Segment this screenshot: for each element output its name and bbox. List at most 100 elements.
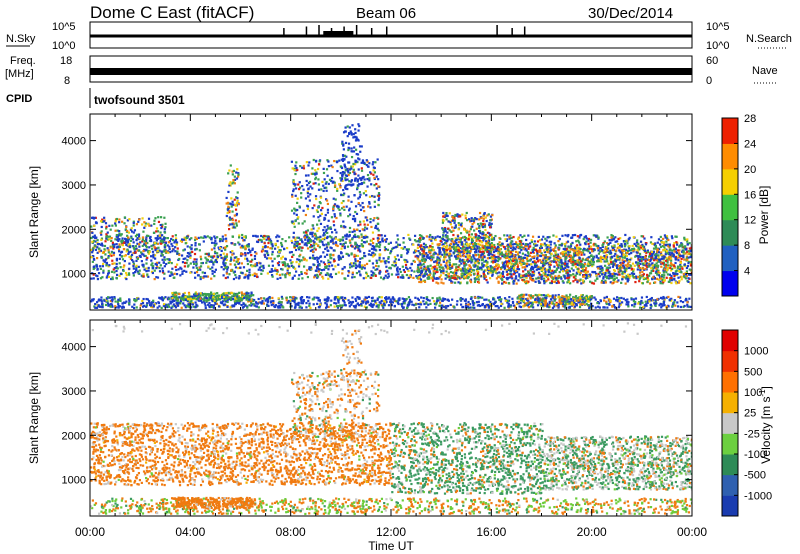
radar-cell	[339, 239, 342, 243]
radar-cell	[482, 233, 486, 237]
radar-cell	[384, 240, 388, 243]
radar-cell	[438, 257, 441, 260]
radar-cell	[516, 268, 519, 271]
radar-cell	[558, 270, 561, 274]
radar-cell	[412, 259, 415, 263]
radar-cell	[571, 263, 574, 266]
radar-cell	[612, 246, 615, 249]
radar-cell	[643, 268, 646, 271]
radar-cell	[144, 244, 148, 247]
radar-cell	[634, 297, 638, 300]
radar-cell	[464, 214, 467, 217]
radar-cell	[591, 260, 594, 263]
radar-cell	[480, 254, 483, 258]
radar-cell	[637, 256, 640, 259]
radar-cell	[528, 254, 532, 257]
radar-cell	[574, 277, 577, 280]
radar-cell	[136, 270, 139, 273]
radar-cell	[378, 256, 381, 259]
radar-cell	[503, 280, 506, 284]
radar-cell	[510, 236, 513, 240]
radar-cell	[689, 273, 692, 276]
radar-cell	[141, 223, 144, 226]
radar-cell	[320, 260, 323, 263]
radar-cell	[143, 248, 146, 251]
radar-cell	[684, 252, 687, 255]
radar-cell	[446, 264, 449, 267]
radar-cell	[489, 250, 492, 253]
radar-cell	[472, 264, 475, 267]
radar-cell	[253, 272, 256, 275]
radar-cell	[601, 268, 604, 271]
radar-cell	[138, 218, 141, 221]
radar-cell	[445, 218, 448, 221]
radar-cell	[471, 247, 475, 250]
radar-cell	[439, 255, 442, 258]
radar-cell	[241, 253, 244, 256]
radar-cell	[396, 270, 399, 273]
radar-cell	[402, 236, 405, 240]
radar-cell	[134, 245, 137, 248]
radar-cell	[177, 268, 180, 271]
radar-cell	[324, 236, 327, 239]
radar-cell	[163, 236, 166, 240]
radar-cell	[135, 265, 138, 269]
radar-cell	[581, 274, 585, 277]
radar-cell	[552, 272, 555, 275]
radar-cell	[164, 222, 167, 225]
radar-cell	[325, 243, 328, 246]
radar-cell	[241, 233, 244, 237]
radar-cell	[481, 263, 484, 266]
radar-cell	[643, 237, 646, 240]
radar-cell	[432, 274, 435, 277]
radar-cell	[589, 241, 592, 244]
radar-cell	[682, 256, 685, 259]
radar-cell	[308, 266, 311, 269]
radar-cell	[158, 266, 161, 270]
radar-cell	[460, 259, 463, 262]
nsky-spike	[370, 28, 373, 36]
radar-cell	[592, 282, 596, 285]
radar-cell	[146, 256, 149, 259]
radar-cell	[670, 259, 673, 262]
radar-cell	[421, 253, 424, 257]
radar-cell	[673, 265, 676, 268]
radar-cell	[521, 266, 524, 269]
radar-cell	[534, 244, 537, 247]
radar-cell	[294, 296, 297, 299]
radar-cell	[506, 247, 510, 250]
radar-cell	[381, 240, 385, 243]
radar-cell	[426, 274, 430, 277]
radar-cell	[577, 262, 580, 265]
radar-cell	[158, 249, 161, 252]
radar-cell	[353, 255, 356, 258]
radar-cell	[452, 245, 455, 248]
radar-cell	[464, 263, 468, 266]
radar-cell	[101, 220, 104, 224]
radar-cell	[505, 270, 508, 273]
radar-cell	[372, 237, 375, 241]
radar-cell	[237, 241, 240, 244]
radar-cell	[323, 255, 327, 258]
radar-cell	[412, 276, 415, 279]
radar-cell	[174, 265, 177, 269]
radar-cell	[284, 274, 287, 277]
radar-cell	[504, 257, 508, 260]
radar-cell	[466, 254, 469, 257]
radar-cell	[311, 244, 314, 247]
radar-cell	[517, 268, 521, 271]
radar-cell	[277, 306, 280, 309]
radar-cell	[595, 235, 598, 238]
radar-cell	[384, 270, 388, 273]
radar-cell	[321, 275, 324, 278]
radar-cell	[507, 258, 511, 261]
radar-cell	[329, 246, 332, 249]
radar-cell	[259, 262, 262, 265]
radar-cell	[587, 242, 590, 246]
radar-cell	[450, 254, 453, 257]
radar-cell	[97, 247, 100, 250]
radar-cell	[221, 235, 224, 238]
radar-cell	[540, 238, 544, 241]
radar-cell	[555, 256, 558, 260]
radar-cell	[555, 235, 558, 238]
